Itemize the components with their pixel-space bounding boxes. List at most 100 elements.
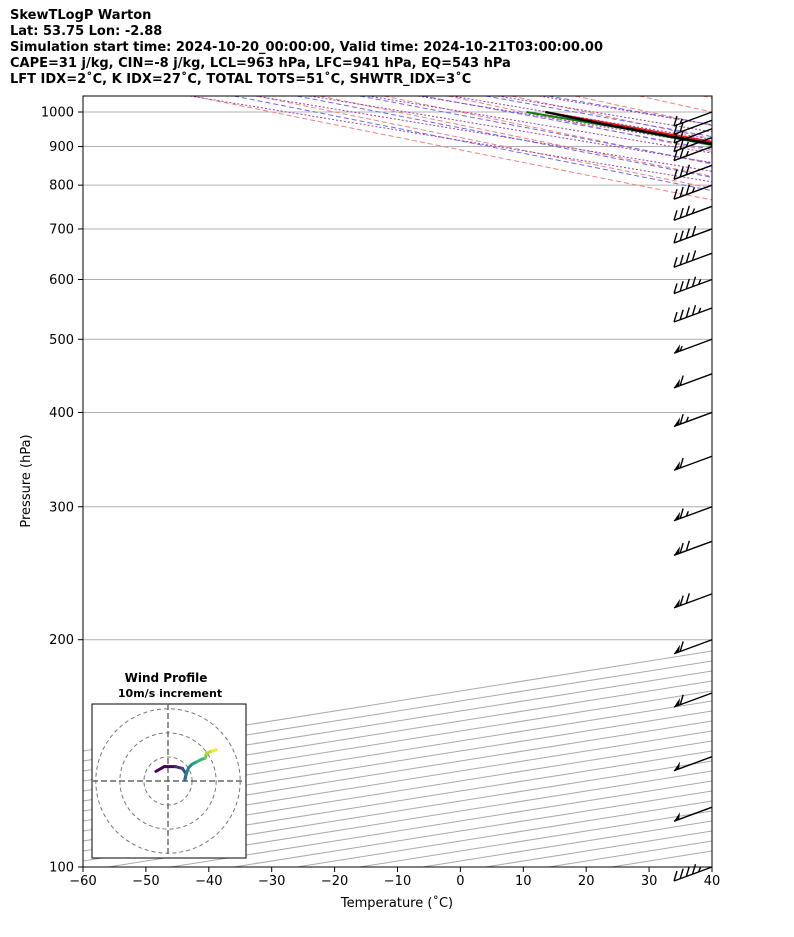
barb-half — [691, 208, 696, 214]
dry-adiabat-line — [511, 96, 712, 140]
barb-full — [673, 169, 678, 180]
hodograph-subtitle: 10m/s increment — [118, 687, 222, 700]
barb-staff — [673, 756, 713, 772]
wind-barb — [673, 225, 713, 244]
y-axis-label: Pressure (hPa) — [19, 434, 34, 527]
barb-full — [679, 207, 684, 219]
barb-half — [679, 345, 683, 352]
y-tick-label: 800 — [49, 179, 74, 194]
x-tick-label: 20 — [578, 874, 595, 889]
x-tick-label: −20 — [321, 874, 348, 889]
barb-full — [679, 641, 684, 652]
barb-full — [691, 863, 697, 875]
barb-full — [679, 413, 684, 425]
barb-full — [679, 121, 684, 133]
barb-full — [673, 150, 678, 161]
x-tick-label: 0 — [456, 874, 464, 889]
moist-adiabat-line — [233, 96, 712, 192]
barb-half — [685, 150, 689, 157]
barb-full — [685, 205, 690, 216]
moist-adiabat-line — [359, 96, 712, 164]
barb-flag — [674, 378, 680, 388]
barb-staff — [673, 806, 713, 822]
isotherm-line — [296, 800, 712, 867]
barb-half — [685, 141, 689, 148]
barb-staff — [673, 119, 713, 135]
barb-flag — [674, 511, 680, 521]
barb-full — [673, 870, 678, 882]
barb-full — [679, 542, 684, 554]
barb-flag — [674, 812, 680, 822]
isotherm-line — [422, 820, 712, 867]
barb-full — [685, 164, 690, 175]
barb-full — [673, 115, 678, 127]
title-times: Simulation start time: 2024-10-20_00:00:… — [10, 40, 603, 55]
barb-full — [679, 148, 684, 159]
isotherm-line — [83, 690, 712, 792]
barb-full — [691, 225, 697, 237]
wind-barb — [673, 338, 713, 354]
mixing-ratio-line — [497, 96, 712, 133]
hodograph-title: Wind Profile — [125, 671, 208, 685]
wind-barb — [673, 145, 713, 162]
dry-adiabat-line — [767, 96, 794, 867]
barb-full — [685, 540, 690, 551]
barb-full — [673, 124, 678, 135]
wind-barb — [673, 184, 713, 200]
barb-flag — [674, 698, 680, 707]
y-tick-label: 600 — [49, 273, 74, 288]
series-temperature-line — [545, 111, 712, 143]
barb-full — [679, 139, 684, 150]
wind-barb — [673, 276, 713, 295]
dry-adiabat-line — [192, 96, 712, 201]
mixing-ratio-line — [367, 96, 712, 154]
y-tick-label: 500 — [49, 333, 74, 348]
wind-barb — [673, 128, 713, 144]
barb-staff — [673, 164, 713, 180]
title-cape-indices: CAPE=31 j/kg, CIN=-8 j/kg, LCL=963 hPa, … — [10, 56, 511, 71]
isotherm-line — [83, 730, 712, 832]
title-stability-indices: LFT IDX=2˚C, K IDX=27˚C, TOTAL TOTS=51˚C… — [10, 72, 472, 87]
x-tick-label: −10 — [384, 874, 411, 889]
barb-half — [691, 187, 696, 193]
wind-barb — [673, 250, 713, 268]
dry-adiabat-line — [447, 96, 712, 153]
title-location: Lat: 53.75 Lon: -2.88 — [10, 24, 163, 39]
barb-full — [685, 866, 690, 877]
hodograph-segment — [211, 748, 218, 753]
wind-barb — [673, 373, 713, 389]
barb-flag — [674, 344, 680, 354]
y-tick-label: 100 — [49, 861, 74, 876]
y-tick-label: 400 — [49, 406, 74, 421]
wind-barbs — [673, 111, 713, 882]
barb-full — [685, 228, 690, 239]
barb-full — [679, 595, 684, 606]
barb-full — [673, 257, 678, 268]
barb-full — [679, 130, 684, 141]
barb-half — [697, 279, 702, 285]
mixing-ratio-line — [189, 96, 712, 183]
dry-adiabat-line — [575, 96, 712, 127]
barb-full — [673, 210, 678, 221]
barb-full — [691, 250, 697, 261]
wind-barb — [673, 305, 713, 323]
isotherm-line — [611, 850, 712, 867]
dry-adiabat-line — [702, 96, 712, 99]
title-station: SkewTLogP Warton — [10, 8, 152, 23]
series-parcel-line — [545, 110, 712, 146]
y-tick-label: 900 — [49, 140, 74, 155]
dry-adiabat-line — [320, 96, 712, 177]
barb-full — [679, 230, 684, 241]
wind-barb — [673, 164, 713, 180]
axes: −60 −50 −40 −30 −20 −10 0 10 20 30 40 1000 900 800 700… — [41, 105, 720, 889]
hodograph-content — [92, 704, 246, 858]
moist-adiabat-line — [422, 96, 712, 150]
barb-full — [679, 457, 684, 469]
wind-barb — [673, 506, 713, 522]
barb-full — [673, 141, 678, 152]
isotherm-line — [485, 830, 712, 867]
isotherm-line — [170, 780, 712, 867]
barb-full — [691, 305, 697, 316]
barb-full — [679, 166, 684, 178]
